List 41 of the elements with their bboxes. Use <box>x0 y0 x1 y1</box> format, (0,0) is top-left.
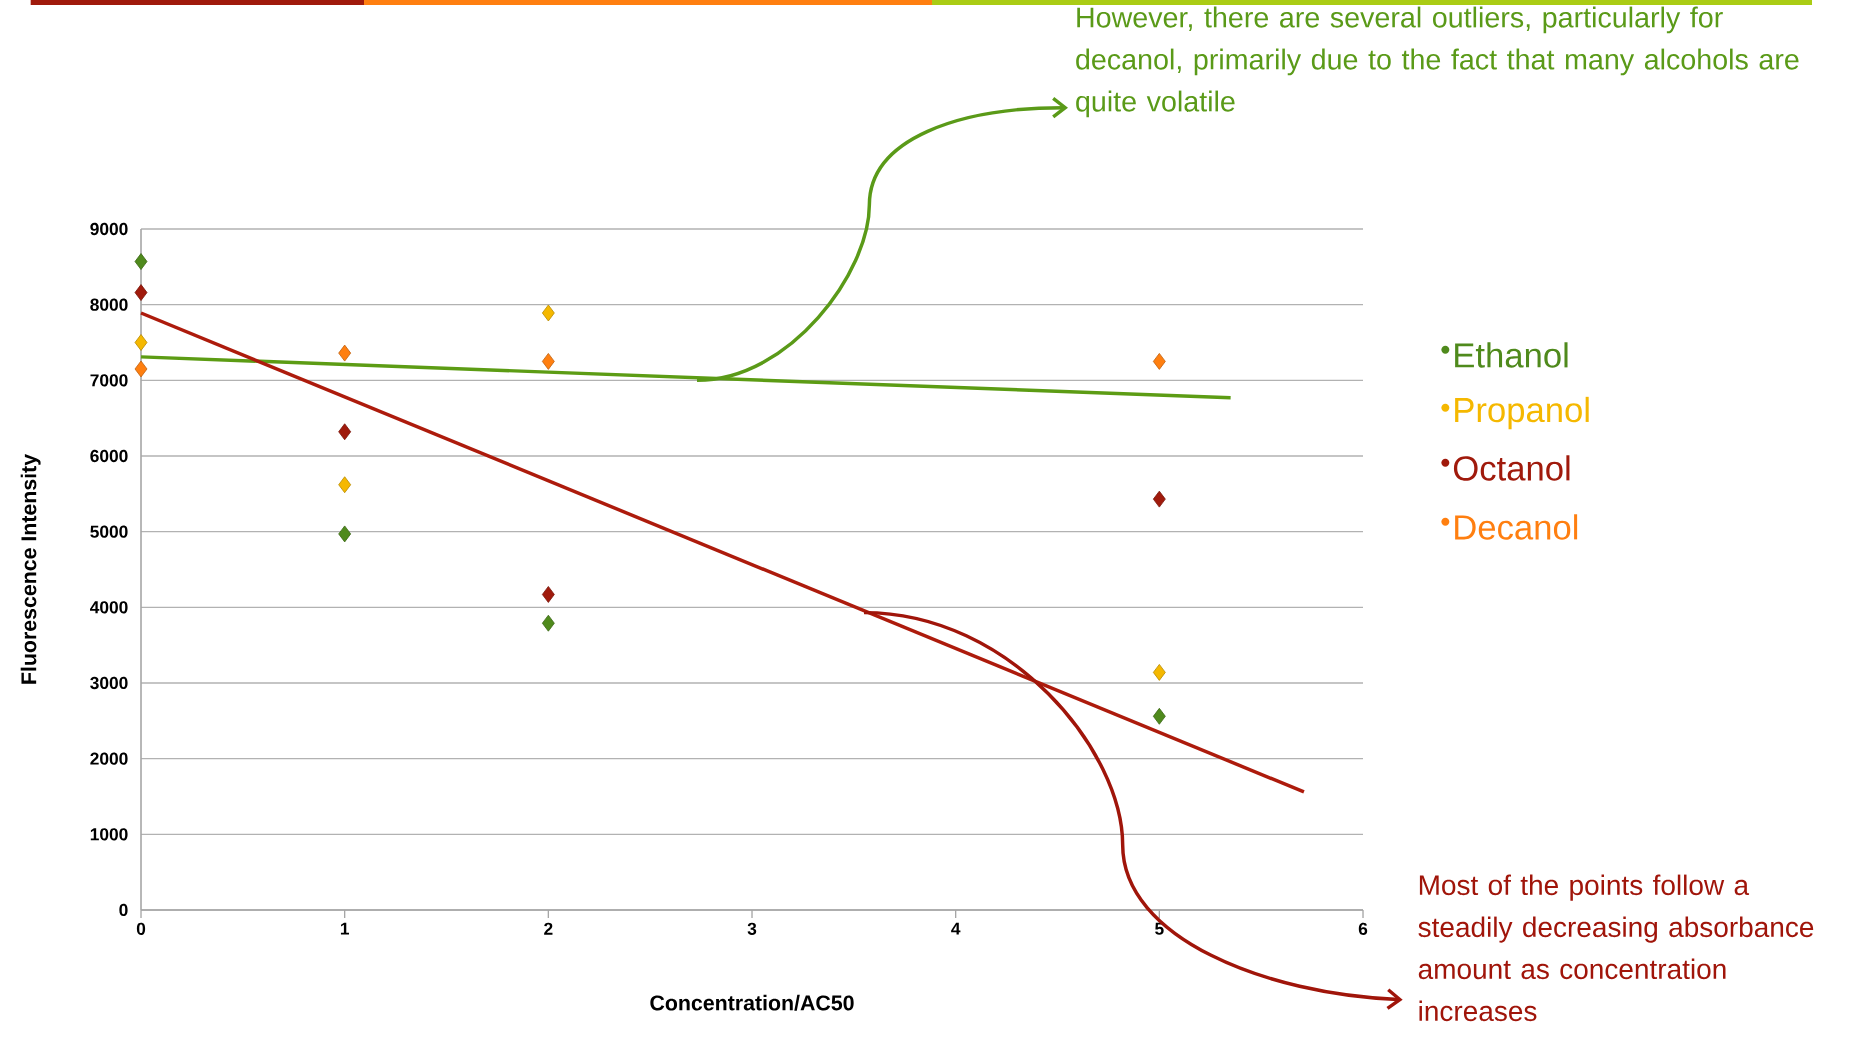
y-tick-label: 5000 <box>90 525 128 538</box>
x-axis-title: Concentration/AC50 <box>650 994 854 1011</box>
x-tick-label: 6 <box>1358 922 1368 935</box>
x-tick-label: 1 <box>340 922 350 935</box>
point <box>134 253 148 270</box>
y-tick-label: 2000 <box>90 752 128 765</box>
y-axis-title: Fluorescence Intensity <box>20 454 41 684</box>
point <box>541 586 555 603</box>
y-tick-label: 0 <box>119 903 128 917</box>
y-tick-label: 8000 <box>90 298 128 311</box>
point <box>338 344 352 362</box>
point <box>541 614 555 632</box>
point <box>541 304 555 322</box>
point <box>134 334 148 351</box>
point <box>134 360 148 378</box>
x-tick-label: 0 <box>136 922 146 935</box>
x-tick-label: 5 <box>1155 922 1164 935</box>
x-tick-label: 4 <box>951 922 961 935</box>
y-tick-label: 4000 <box>90 601 128 614</box>
legend-label: Propanol <box>1455 396 1589 430</box>
point <box>1152 353 1166 370</box>
legend-label: Octanol <box>1453 455 1570 481</box>
point <box>338 525 352 543</box>
x-tick-label: 3 <box>747 922 757 935</box>
annotation: Most of the points follow a steadily decreasing absorbance amount as concentration increases <box>1418 874 1814 1022</box>
x-tick-label: 2 <box>544 922 553 935</box>
point <box>134 284 148 301</box>
annotation: However, there are several outliers, particularly for decanol, primarily due to the fact that many alcohols are quite volatile <box>1076 6 1799 118</box>
legend-label: Ethanol <box>1455 342 1568 368</box>
point <box>1152 664 1166 681</box>
point <box>1152 707 1166 725</box>
y-tick-label: 6000 <box>90 449 128 463</box>
point <box>338 423 352 441</box>
y-tick-label: 3000 <box>90 676 128 690</box>
y-tick-label: 7000 <box>90 374 128 387</box>
point <box>338 476 352 494</box>
y-tick-label: 1000 <box>90 828 128 841</box>
point <box>541 353 555 370</box>
legend-label: Decanol <box>1455 514 1578 540</box>
point <box>1152 490 1166 508</box>
y-tick-label: 9000 <box>90 222 128 236</box>
